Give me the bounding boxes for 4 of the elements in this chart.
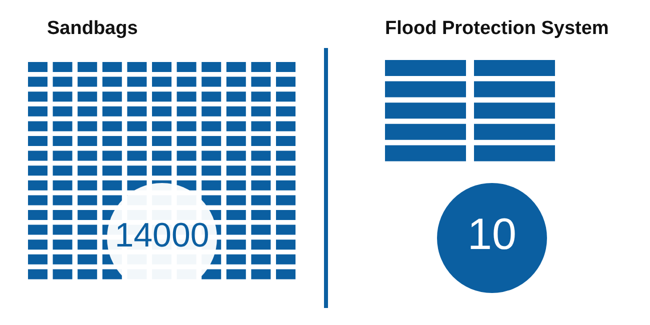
- category-label: Sandbags: [47, 18, 138, 39]
- data-label: 14000: [114, 216, 210, 254]
- data-label: 10: [468, 210, 516, 259]
- category-label: Flood Protection System: [385, 18, 609, 39]
